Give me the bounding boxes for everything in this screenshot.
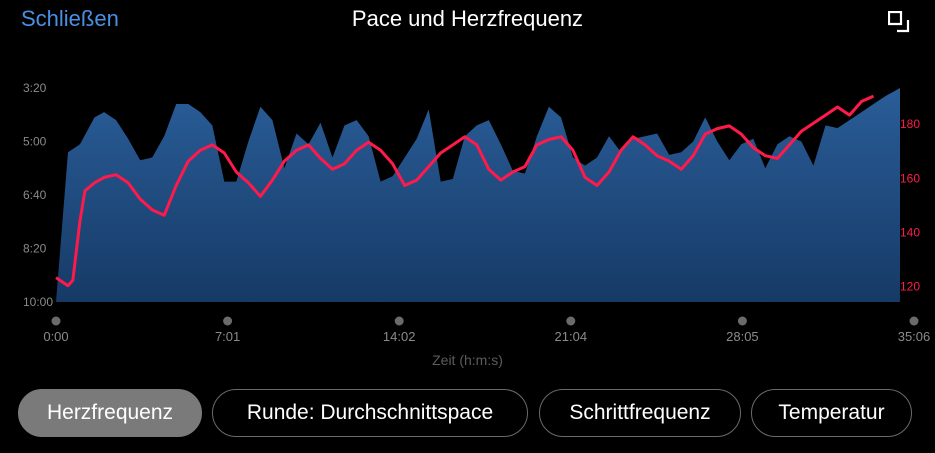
x-tick-label: 14:02 xyxy=(383,329,416,344)
x-tick-dot xyxy=(737,316,747,326)
x-tick-label: 7:01 xyxy=(215,329,240,344)
y-tick-label-left: 5:00 xyxy=(23,135,47,149)
x-tick-dot xyxy=(394,316,404,326)
pace-heart-rate-chart: 3:20 5:00 6:40 8:20 10:00 120 140 160 180 0:00 7:0… xyxy=(23,81,931,344)
tab-runde-durchschnittspace[interactable]: Runde: Durchschnittspace xyxy=(212,389,528,437)
x-tick-label: 0:00 xyxy=(43,329,68,344)
x-tick-label: 21:04 xyxy=(555,329,588,344)
page-title: Pace und Herzfrequenz xyxy=(351,6,584,31)
tab-herzfrequenz[interactable]: Herzfrequenz xyxy=(18,389,202,437)
expand-icon[interactable] xyxy=(888,11,910,33)
y-tick-label-left: 3:20 xyxy=(23,81,47,95)
y-tick-label-left: 6:40 xyxy=(23,188,47,202)
x-tick-label: 35:06 xyxy=(898,329,931,344)
y-tick-label-right: 160 xyxy=(900,171,920,185)
close-button[interactable]: Schließen xyxy=(21,6,119,31)
x-tick-dot xyxy=(909,316,919,326)
y-tick-label-right: 120 xyxy=(900,280,920,294)
x-axis-title: Zeit (h:m:s) xyxy=(432,352,503,368)
heart-rate-line xyxy=(55,94,875,288)
y-tick-label-right: 140 xyxy=(900,226,920,240)
tab-schrittfrequenz[interactable]: Schrittfrequenz xyxy=(539,389,741,437)
x-tick-dot xyxy=(223,316,233,326)
y-tick-label-left: 10:00 xyxy=(23,295,53,309)
x-tick-dot xyxy=(566,316,576,326)
pace-area xyxy=(56,88,900,302)
y-tick-label-right: 180 xyxy=(900,117,920,131)
y-tick-label-left: 8:20 xyxy=(23,242,47,256)
x-tick-dot xyxy=(51,316,61,326)
tab-temperatur[interactable]: Temperatur xyxy=(751,389,912,437)
x-tick-label: 28:05 xyxy=(726,329,759,344)
